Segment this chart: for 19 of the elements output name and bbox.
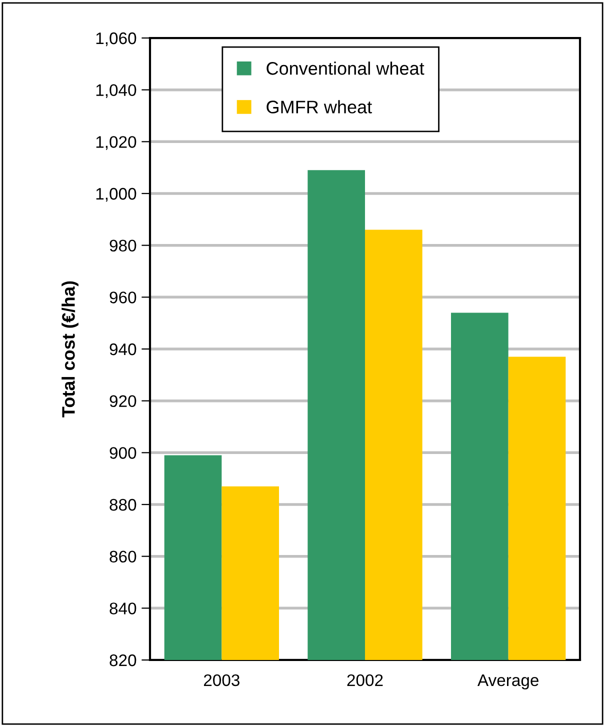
x-tick-label: 2002 bbox=[347, 674, 383, 686]
y-tick-label: 1,040 bbox=[96, 84, 136, 98]
x-tick-label: 2003 bbox=[204, 674, 240, 686]
y-tick-label: 1,020 bbox=[96, 136, 136, 150]
y-tick-label: 1,000 bbox=[96, 188, 136, 202]
y-tick-label: 1,060 bbox=[96, 32, 136, 46]
y-tick-label: 940 bbox=[110, 343, 136, 356]
legend-label: GMFR wheat bbox=[266, 100, 372, 114]
y-tick-label: 880 bbox=[110, 498, 136, 511]
y-tick-label: 860 bbox=[110, 550, 136, 563]
y-tick-label: 900 bbox=[110, 447, 136, 459]
y-tick-label: 820 bbox=[110, 654, 136, 666]
x-tick-label: Average bbox=[477, 674, 538, 690]
y-tick-label: 960 bbox=[110, 292, 136, 304]
y-axis-title: Total cost (€/ha) bbox=[62, 281, 78, 418]
y-tick-label: 920 bbox=[110, 395, 136, 408]
legend-label: Conventional wheat bbox=[266, 62, 424, 75]
y-tick-label: 840 bbox=[110, 602, 136, 614]
y-tick-label: 980 bbox=[110, 240, 136, 252]
